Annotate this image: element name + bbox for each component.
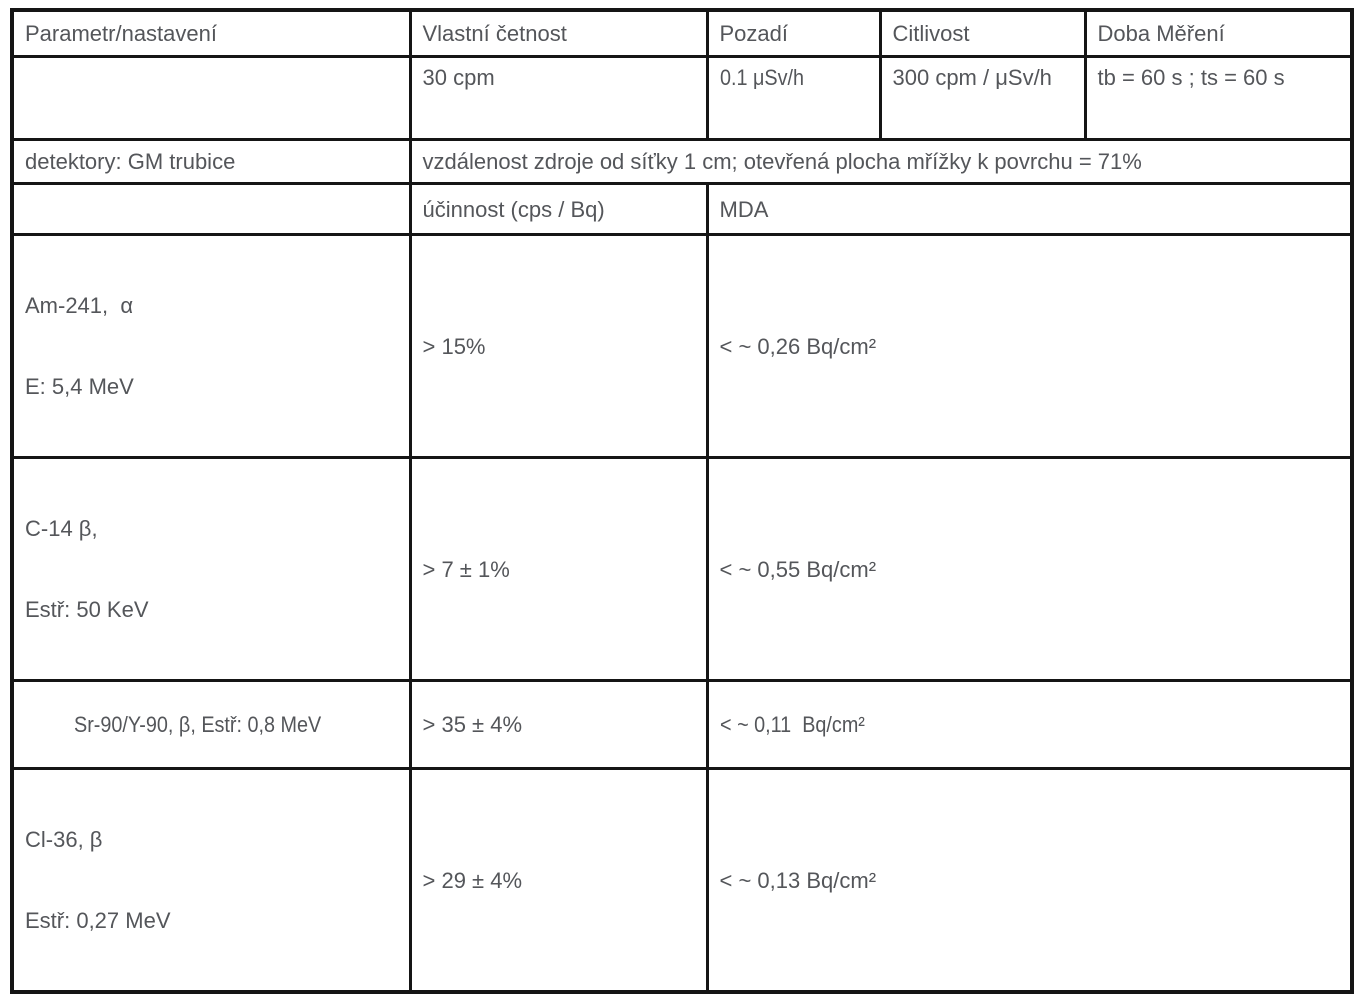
subheader-row: účinnost (cps / Bq) MDA bbox=[10, 182, 1354, 236]
value-citlivost: 300 cpm / μSv/h bbox=[892, 65, 1052, 90]
isotope-name-cell: Sr-90/Y-90, β, Estř: 0,8 MeV bbox=[10, 679, 412, 770]
value-vlastni-cetnost: 30 cpm bbox=[422, 65, 495, 90]
isotope-name-cell: Am-241, α E: 5,4 MeV bbox=[10, 233, 412, 459]
header-label: Doba Měření bbox=[1097, 21, 1225, 46]
mda-value: < ~ 0,13 Bq/cm² bbox=[719, 867, 877, 893]
isotope-name-line2: Estř: 50 KeV bbox=[25, 597, 149, 622]
settings-cell-citlivost: 300 cpm / μSv/h bbox=[878, 55, 1087, 141]
header-label: Pozadí bbox=[719, 21, 789, 46]
efficiency-value: > 7 ± 1% bbox=[422, 556, 510, 582]
subheader-cell-mda: MDA bbox=[705, 182, 1354, 236]
header-cell-citlivost: Citlivost bbox=[878, 8, 1087, 58]
geometry-note: vzdálenost zdroje od síťky 1 cm; otevřen… bbox=[422, 149, 1142, 174]
isotope-row-am241: Am-241, α E: 5,4 MeV > 15% < ~ 0,26 Bq/c… bbox=[10, 233, 1354, 459]
detector-label-cell: detektory: GM trubice bbox=[10, 138, 412, 185]
isotope-name-line1: Am-241, α bbox=[25, 293, 134, 318]
settings-cell-empty bbox=[10, 55, 412, 141]
value-doba-mereni: tb = 60 s ; ts = 60 s bbox=[1097, 65, 1285, 90]
header-label: Citlivost bbox=[892, 21, 970, 46]
settings-cell-doba-mereni: tb = 60 s ; ts = 60 s bbox=[1083, 55, 1354, 141]
mda-value: < ~ 0,26 Bq/cm² bbox=[719, 333, 877, 359]
header-cell-parametr: Parametr/nastavení bbox=[10, 8, 412, 58]
isotope-name-line1: C-14 β, bbox=[25, 516, 98, 541]
isotope-row-c14: C-14 β, Estř: 50 KeV > 7 ± 1% < ~ 0,55 B… bbox=[10, 456, 1354, 682]
value-pozadi: 0.1 μSv/h bbox=[719, 65, 804, 90]
header-cell-doba-mereni: Doba Měření bbox=[1083, 8, 1354, 58]
detector-row: detektory: GM trubice vzdálenost zdroje … bbox=[10, 138, 1354, 185]
settings-cell-vlastni-cetnost: 30 cpm bbox=[408, 55, 709, 141]
header-cell-vlastni-cetnost: Vlastní četnost bbox=[408, 8, 709, 58]
efficiency-value-cell: > 29 ± 4% bbox=[408, 767, 709, 994]
isotope-row-sr90-y90: Sr-90/Y-90, β, Estř: 0,8 MeV > 35 ± 4% <… bbox=[10, 679, 1354, 770]
isotope-name-line1: Sr-90/Y-90, β, Estř: 0,8 MeV bbox=[73, 712, 322, 737]
efficiency-header-label: účinnost (cps / Bq) bbox=[422, 196, 605, 222]
header-label: Vlastní četnost bbox=[422, 21, 567, 46]
isotope-name-line2: Estř: 0,27 MeV bbox=[25, 908, 171, 933]
isotope-name-line2: E: 5,4 MeV bbox=[25, 374, 134, 399]
mda-value: < ~ 0,55 Bq/cm² bbox=[719, 556, 877, 582]
mda-value-cell: < ~ 0,11 Bq/cm² bbox=[705, 679, 1354, 770]
geometry-note-cell: vzdálenost zdroje od síťky 1 cm; otevřen… bbox=[408, 138, 1354, 185]
isotope-name-cell: C-14 β, Estř: 50 KeV bbox=[10, 456, 412, 682]
header-cell-pozadi: Pozadí bbox=[705, 8, 882, 58]
mda-value-cell: < ~ 0,13 Bq/cm² bbox=[705, 767, 1354, 994]
isotope-name-line1: Cl-36, β bbox=[25, 827, 103, 852]
subheader-cell-empty bbox=[10, 182, 412, 236]
table-header-row: Parametr/nastavení Vlastní četnost Pozad… bbox=[10, 8, 1354, 58]
header-label: Parametr/nastavení bbox=[25, 21, 217, 46]
efficiency-value: > 15% bbox=[422, 333, 486, 359]
detector-label: detektory: GM trubice bbox=[25, 149, 236, 174]
efficiency-value-cell: > 7 ± 1% bbox=[408, 456, 709, 682]
isotope-row-cl36: Cl-36, β Estř: 0,27 MeV > 29 ± 4% < ~ 0,… bbox=[10, 767, 1354, 994]
isotope-name-cell: Cl-36, β Estř: 0,27 MeV bbox=[10, 767, 412, 994]
mda-value: < ~ 0,11 Bq/cm² bbox=[719, 712, 865, 737]
efficiency-value-cell: > 15% bbox=[408, 233, 709, 459]
settings-values-row: 30 cpm 0.1 μSv/h 300 cpm / μSv/h tb = 60… bbox=[10, 55, 1354, 141]
detector-parameters-table: Parametr/nastavení Vlastní četnost Pozad… bbox=[10, 8, 1354, 994]
subheader-cell-efficiency: účinnost (cps / Bq) bbox=[408, 182, 709, 236]
efficiency-value-cell: > 35 ± 4% bbox=[408, 679, 709, 770]
mda-value-cell: < ~ 0,55 Bq/cm² bbox=[705, 456, 1354, 682]
settings-cell-pozadi: 0.1 μSv/h bbox=[705, 55, 882, 141]
efficiency-value: > 35 ± 4% bbox=[422, 712, 523, 737]
document-page: Parametr/nastavení Vlastní četnost Pozad… bbox=[10, 8, 1354, 994]
mda-header-label: MDA bbox=[719, 196, 769, 222]
efficiency-value: > 29 ± 4% bbox=[422, 867, 523, 893]
mda-value-cell: < ~ 0,26 Bq/cm² bbox=[705, 233, 1354, 459]
